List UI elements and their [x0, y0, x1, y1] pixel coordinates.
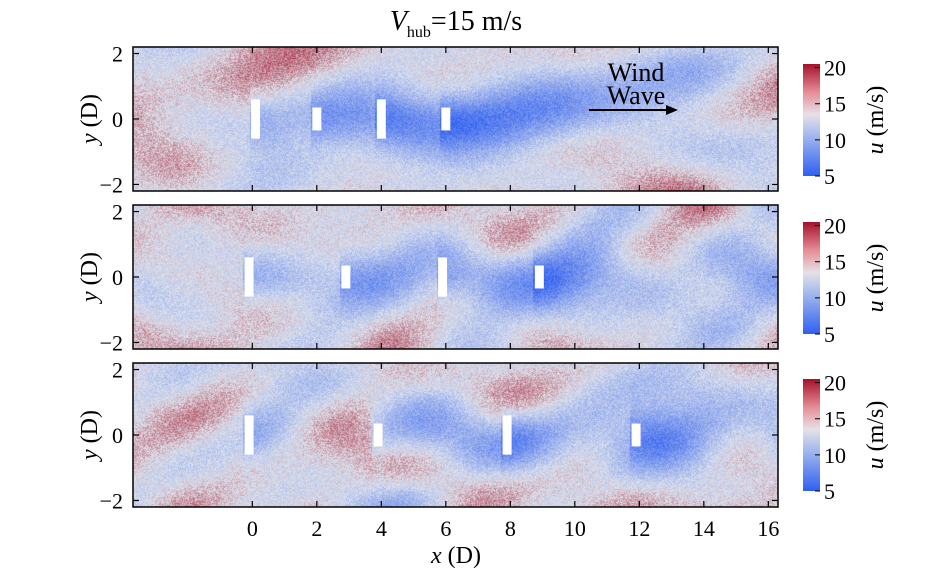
panel-3: 0 2 4 6 8 10 12 14 16 −2 0 2 y (D) 5 10 15 20 u (m/s) [77, 358, 889, 541]
colorbar-label: u (m/s) [863, 86, 889, 155]
turbine-3 [502, 415, 512, 455]
x-axis-label: x (D) [430, 543, 481, 569]
x-tick-label: 16 [757, 516, 779, 541]
colorbar-tick-label: 20 [824, 371, 846, 396]
colorbar-tick-label: 15 [824, 407, 846, 432]
turbine-4 [534, 265, 544, 289]
turbine-3 [438, 257, 448, 297]
x-axis-unit: (D) [448, 543, 481, 569]
y-tick-label: 0 [112, 423, 123, 448]
colorbar-label-unit: (m/s) [863, 401, 889, 452]
colorbar-label-unit: (m/s) [863, 244, 889, 295]
turbine-2 [312, 107, 322, 131]
turbine-1 [244, 415, 254, 455]
turbine-1 [251, 99, 261, 139]
y-tick-label: 2 [112, 42, 123, 67]
colorbar-tick-label: 10 [824, 286, 846, 311]
wind-arrow-head [666, 105, 678, 115]
colorbar-tick-label: 10 [824, 128, 846, 153]
wind-label: Wind [608, 58, 665, 87]
y-axis-unit: (D) [77, 94, 103, 127]
colorbar-tick-label: 20 [824, 214, 846, 239]
colorbar-tick-label: 5 [824, 322, 835, 347]
y-tick-label: −2 [100, 488, 123, 513]
y-tick-label: −2 [100, 172, 123, 197]
x-tick-label: 0 [247, 516, 258, 541]
colorbar-label: u (m/s) [863, 401, 889, 470]
title-variable: V [390, 6, 410, 37]
y-tick-label: 2 [112, 200, 123, 225]
turbine-2 [373, 423, 383, 447]
colorbar-tick-label: 5 [824, 479, 835, 504]
colorbar [803, 222, 820, 334]
colorbar-tick-label: 20 [824, 56, 846, 81]
panel-1: −2 0 2 y (D) 5 10 15 20 u (m/s) [77, 42, 889, 198]
x-tick-label: 4 [376, 516, 387, 541]
velocity-field [133, 363, 778, 507]
y-axis-label: y (D) [77, 252, 103, 304]
turbine-1 [244, 257, 254, 297]
x-tick-label: 2 [311, 516, 322, 541]
colorbar-tick-label: 15 [824, 92, 846, 117]
colorbar-label-var: u [863, 142, 889, 154]
y-axis-unit: (D) [77, 252, 103, 285]
colorbar-tick-label: 5 [824, 164, 835, 189]
x-tick-label: 12 [628, 516, 650, 541]
y-tick-label: 2 [112, 358, 123, 383]
x-axis-var: x [430, 543, 442, 569]
wave-label: Wave [607, 81, 666, 110]
x-tick-label: 14 [693, 516, 715, 541]
y-tick-label: −2 [100, 330, 123, 355]
turbine-4 [631, 423, 641, 447]
colorbar [803, 64, 820, 176]
velocity-field [133, 205, 778, 349]
x-tick-label: 10 [564, 516, 586, 541]
wind-wave-annotation: Wind Wave [589, 58, 678, 115]
title-subscript: hub [407, 24, 431, 41]
turbine-3 [376, 99, 386, 139]
colorbar-tick-label: 15 [824, 250, 846, 275]
y-axis-var: y [77, 449, 103, 462]
y-axis-label: y (D) [77, 94, 103, 146]
turbine-2 [341, 265, 351, 289]
colorbar-label-unit: (m/s) [863, 86, 889, 137]
panel-2: −2 0 2 y (D) 5 10 15 20 u (m/s) [77, 200, 889, 356]
colorbar-label: u (m/s) [863, 244, 889, 313]
y-axis-label: y (D) [77, 410, 103, 462]
panels: −202y(D)5101520u(m/s)−202y(D)5101520u(m/… [77, 42, 889, 541]
y-axis-var: y [77, 291, 103, 304]
velocity-field [133, 47, 778, 191]
y-tick-label: 0 [112, 107, 123, 132]
turbine-4 [441, 107, 451, 131]
y-axis-var: y [77, 133, 103, 146]
title-rest: =15 m/s [431, 6, 522, 37]
colorbar [803, 379, 820, 491]
y-axis-unit: (D) [77, 410, 103, 443]
colorbar-tick-label: 10 [824, 443, 846, 468]
chart-title: Vhub=15 m/s [390, 6, 522, 41]
x-tick-label: 6 [440, 516, 451, 541]
colorbar-label-var: u [863, 457, 889, 469]
colorbar-label-var: u [863, 300, 889, 312]
x-tick-label: 8 [505, 516, 516, 541]
y-tick-label: 0 [112, 265, 123, 290]
